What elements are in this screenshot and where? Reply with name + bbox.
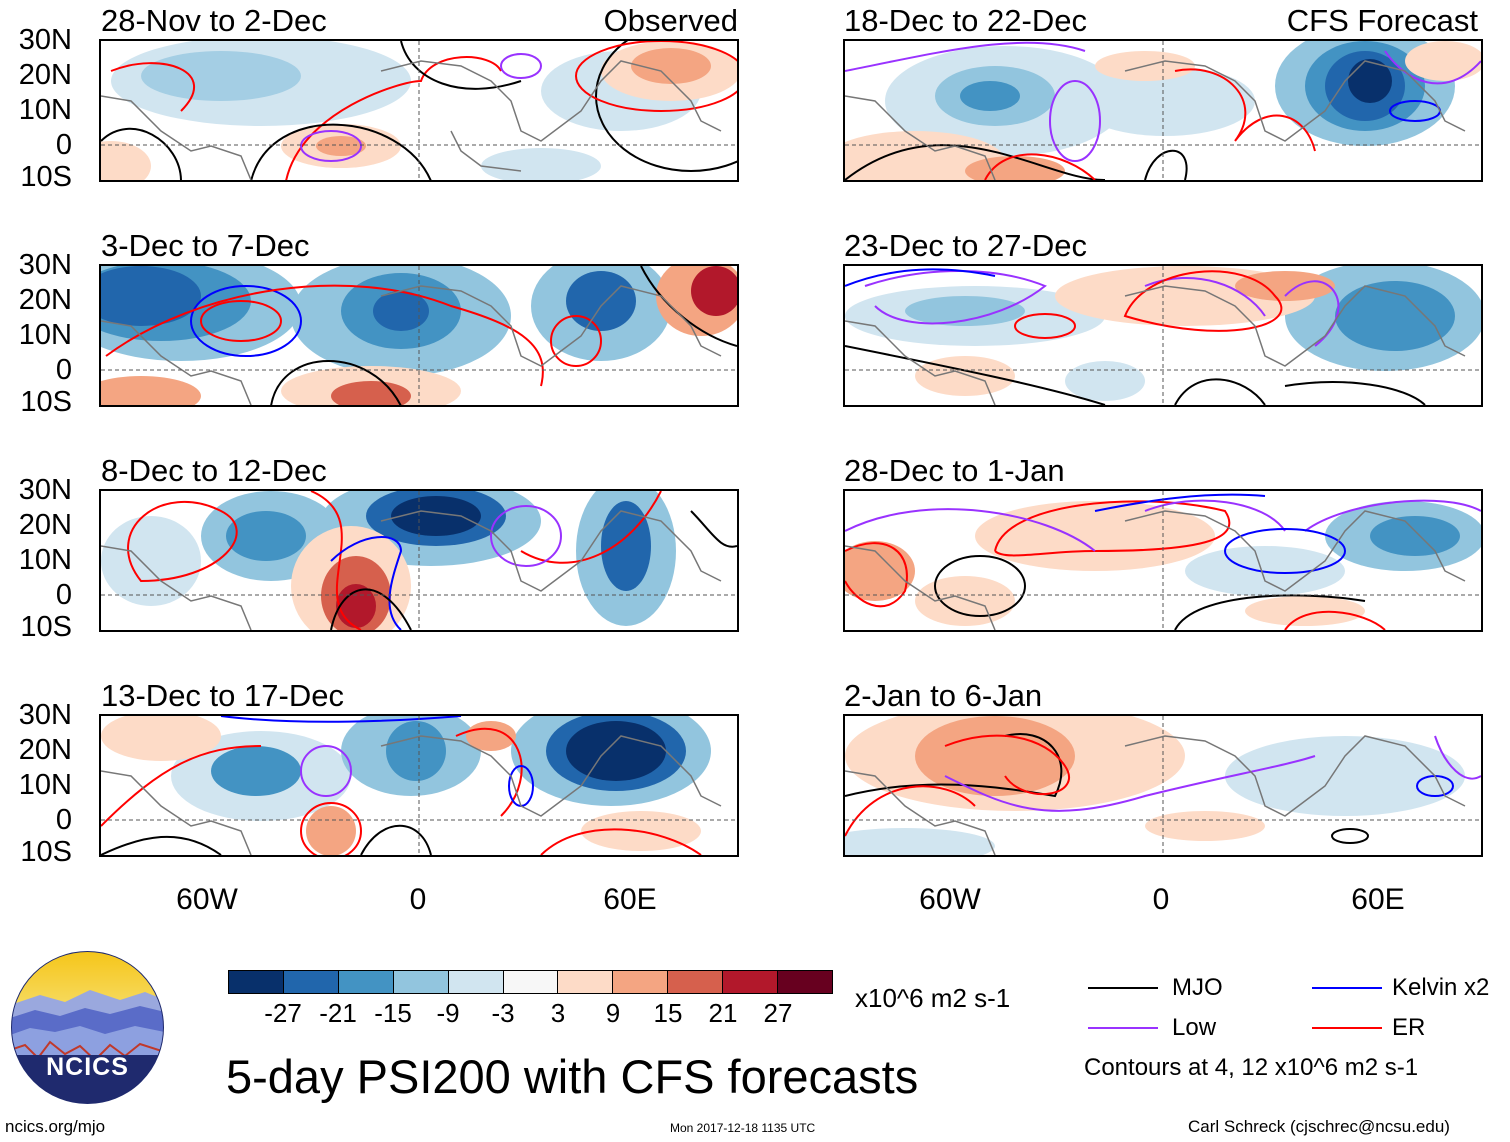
observed-label: Observed <box>603 3 738 38</box>
colorbar-swatch <box>283 971 339 993</box>
legend-er-line <box>1312 1027 1382 1029</box>
colorbar-swatch <box>723 971 779 993</box>
y-tick-label: 10S <box>20 386 72 418</box>
colorbar-swatch <box>448 971 504 993</box>
colorbar-tick-label: -27 <box>264 998 302 1028</box>
map-panel-7 <box>843 489 1483 632</box>
legend-er-label: ER <box>1392 1014 1426 1041</box>
main-title: 5-day PSI200 with CFS forecasts <box>226 1050 919 1103</box>
y-tick-label: 10S <box>20 836 72 868</box>
colorbar-swatch <box>558 971 614 993</box>
panel-title-4: 13-Dec to 17-Dec <box>101 678 344 713</box>
y-tick-label: 30N <box>18 699 72 731</box>
colorbar <box>228 970 833 994</box>
y-tick-label: 20N <box>18 734 72 766</box>
map-panel-6 <box>843 264 1483 407</box>
colorbar-swatch <box>393 971 449 993</box>
y-tick-label: 10S <box>20 161 72 193</box>
panel-title-5: 18-Dec to 22-Dec <box>844 3 1087 38</box>
colorbar-swatch <box>229 971 284 993</box>
colorbar-tick-label: 15 <box>653 998 683 1028</box>
y-tick-label: 20N <box>18 59 72 91</box>
x-tick-label: 60E <box>1351 883 1405 916</box>
map-panel-2 <box>99 264 739 407</box>
colorbar-tick-label: -15 <box>374 998 412 1028</box>
colorbar-swatch <box>613 971 669 993</box>
forecast-label: CFS Forecast <box>1286 3 1478 38</box>
y-tick-label: 0 <box>55 804 72 836</box>
x-tick-label: 0 <box>1152 883 1170 916</box>
panel-title-6: 23-Dec to 27-Dec <box>844 228 1087 263</box>
legend-kelvin-line <box>1312 987 1382 989</box>
footer-author: Carl Schreck (cjschrec@ncsu.edu) <box>1188 1117 1450 1136</box>
legend-contour-note: Contours at 4, 12 x10^6 m2 s-1 <box>1084 1054 1419 1081</box>
y-tick-label: 10N <box>18 94 72 126</box>
ncics-logo[interactable]: NCICS <box>10 950 165 1105</box>
colorbar-tick-label: -21 <box>319 998 357 1028</box>
panel-title-3: 8-Dec to 12-Dec <box>101 453 327 488</box>
x-tick-label: 0 <box>409 883 427 916</box>
colorbar-tick-label: 9 <box>605 998 621 1028</box>
colorbar-tick-label: 21 <box>708 998 738 1028</box>
legend-mjo-label: MJO <box>1172 974 1223 1001</box>
colorbar-tick-label: -9 <box>436 998 460 1028</box>
panel-title-2: 3-Dec to 7-Dec <box>101 228 310 263</box>
map-panel-1 <box>99 39 739 182</box>
legend-mjo-line <box>1088 987 1158 989</box>
footer-timestamp: Mon 2017-12-18 1135 UTC <box>670 1121 816 1135</box>
y-tick-label: 20N <box>18 284 72 316</box>
colorbar-tick-label: -3 <box>491 998 515 1028</box>
y-tick-label: 10N <box>18 544 72 576</box>
colorbar-tick-label: 3 <box>550 998 566 1028</box>
map-panel-3 <box>99 489 739 632</box>
y-tick-label: 0 <box>55 129 72 161</box>
y-tick-label: 10N <box>18 769 72 801</box>
colorbar-swatch <box>503 971 559 993</box>
y-tick-label: 20N <box>18 509 72 541</box>
panel-title-8: 2-Jan to 6-Jan <box>844 678 1043 713</box>
y-tick-label: 30N <box>18 249 72 281</box>
legend-low-label: Low <box>1172 1014 1217 1041</box>
y-tick-label: 0 <box>55 354 72 386</box>
colorbar-swatch <box>338 971 394 993</box>
x-tick-label: 60E <box>603 883 657 916</box>
x-tick-label: 60W <box>176 883 238 916</box>
y-tick-label: 30N <box>18 474 72 506</box>
logo-text: NCICS <box>46 1053 129 1081</box>
y-tick-label: 0 <box>55 579 72 611</box>
colorbar-units: x10^6 m2 s-1 <box>855 983 1011 1013</box>
colorbar-swatch <box>668 971 724 993</box>
colorbar-swatch <box>778 971 832 993</box>
footer-url[interactable]: ncics.org/mjo <box>5 1117 106 1136</box>
y-tick-label: 30N <box>18 24 72 56</box>
map-panel-4 <box>99 714 739 857</box>
legend-kelvin-label: Kelvin x2 <box>1392 974 1490 1001</box>
panel-title-7: 28-Dec to 1-Jan <box>844 453 1065 488</box>
map-panel-5 <box>843 39 1483 182</box>
map-panel-8 <box>843 714 1483 857</box>
colorbar-tick-label: 27 <box>763 998 793 1028</box>
x-tick-label: 60W <box>919 883 981 916</box>
y-tick-label: 10N <box>18 319 72 351</box>
legend-low-line <box>1088 1027 1158 1029</box>
y-tick-label: 10S <box>20 611 72 643</box>
panel-title-1: 28-Nov to 2-Dec <box>101 3 327 38</box>
